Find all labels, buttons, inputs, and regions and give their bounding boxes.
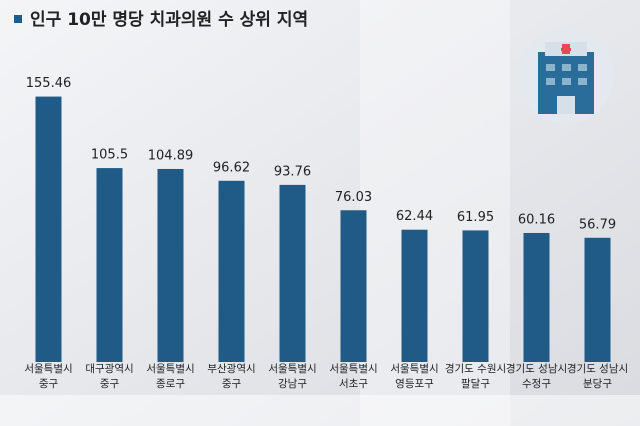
hospital-icon xyxy=(518,28,614,124)
bar xyxy=(462,230,489,362)
x-tick-label: 종로구 xyxy=(156,378,185,390)
background-street xyxy=(0,395,640,426)
value-label: 93.76 xyxy=(274,164,311,179)
title-marker xyxy=(14,15,22,23)
x-tick-label: 서초구 xyxy=(339,378,368,390)
x-tick-label: 중구 xyxy=(39,378,59,390)
x-tick-label: 경기도 성남시 xyxy=(567,362,628,375)
x-tick-label: 강남구 xyxy=(278,378,307,390)
x-tick-label: 경기도 수원시 xyxy=(445,362,506,375)
value-label: 61.95 xyxy=(457,210,494,225)
chart-title: 인구 10만 명당 치과의원 수 상위 지역 xyxy=(30,10,308,30)
x-tick-label: 경기도 성남시 xyxy=(506,362,567,375)
bar xyxy=(35,96,62,363)
bar xyxy=(340,210,367,362)
x-tick-label: 서울특별시 xyxy=(329,363,377,375)
x-tick-label: 대구광역시 xyxy=(85,363,133,375)
bar xyxy=(218,180,245,362)
x-tick-label: 중구 xyxy=(222,378,242,390)
x-tick-label: 서울특별시 xyxy=(146,363,194,375)
value-label: 104.89 xyxy=(148,148,194,163)
x-tick-label: 부산광역시 xyxy=(207,363,255,375)
x-tick-label: 수정구 xyxy=(522,378,551,390)
bar xyxy=(523,232,550,362)
bar xyxy=(157,168,184,362)
bar xyxy=(584,237,611,362)
x-tick-label: 중구 xyxy=(100,378,120,390)
x-tick-label: 서울특별시 xyxy=(24,363,72,375)
bar xyxy=(279,184,306,362)
x-tick-label: 팔달구 xyxy=(461,378,490,390)
value-label: 76.03 xyxy=(335,190,372,205)
value-label: 96.62 xyxy=(213,160,250,175)
value-label: 62.44 xyxy=(396,209,433,224)
value-label: 60.16 xyxy=(518,212,555,227)
bar xyxy=(96,168,123,362)
value-label: 105.5 xyxy=(91,148,128,163)
x-tick-label: 분당구 xyxy=(583,378,612,390)
value-label: 155.46 xyxy=(26,76,72,91)
value-label: 56.79 xyxy=(579,217,616,232)
x-tick-label: 서울특별시 xyxy=(268,363,316,375)
bar xyxy=(401,229,428,362)
x-tick-label: 서울특별시 xyxy=(390,363,438,375)
x-tick-label: 영등포구 xyxy=(395,378,434,390)
